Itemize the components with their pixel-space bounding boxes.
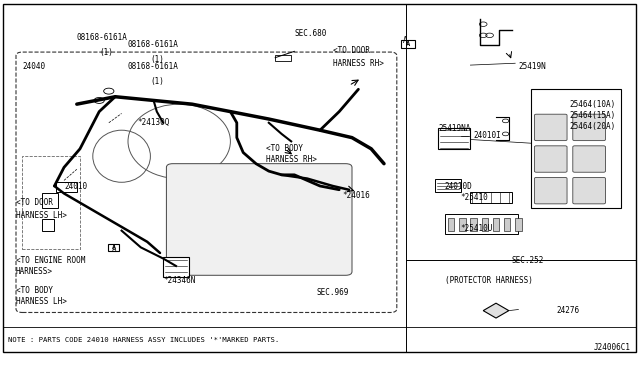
FancyBboxPatch shape (163, 257, 189, 277)
Bar (275, 55, 291, 61)
Text: (1): (1) (150, 55, 164, 64)
Text: 24010: 24010 (64, 182, 87, 190)
FancyBboxPatch shape (438, 128, 470, 149)
Text: A: A (403, 36, 408, 45)
FancyBboxPatch shape (534, 146, 567, 172)
Bar (448, 218, 454, 231)
Text: (PROTECTOR HARNESS): (PROTECTOR HARNESS) (445, 276, 532, 285)
Text: SEC.680: SEC.680 (294, 29, 327, 38)
Text: *24346N: *24346N (163, 276, 196, 285)
Text: (1): (1) (150, 77, 164, 86)
Bar (531, 89, 621, 208)
FancyBboxPatch shape (573, 146, 605, 172)
Text: 08168-6161A: 08168-6161A (77, 33, 127, 42)
Text: 08168-6161A: 08168-6161A (128, 40, 179, 49)
Text: <TO DOOR: <TO DOOR (16, 198, 53, 207)
Circle shape (94, 97, 104, 103)
Text: *25410U: *25410U (461, 224, 493, 233)
Text: 25464(10A): 25464(10A) (570, 100, 616, 109)
Bar (515, 218, 522, 231)
Text: 24010I: 24010I (474, 131, 501, 140)
FancyBboxPatch shape (573, 114, 605, 141)
Text: <TO DOOR: <TO DOOR (333, 46, 370, 55)
Text: <TO ENGINE ROOM: <TO ENGINE ROOM (16, 256, 85, 265)
Bar (401, 40, 415, 48)
Text: SEC.969: SEC.969 (317, 288, 349, 296)
Text: A: A (112, 245, 116, 254)
Bar (435, 179, 461, 192)
Circle shape (104, 88, 114, 94)
Text: 25464(15A): 25464(15A) (570, 111, 616, 120)
Bar (22, 156, 80, 249)
Bar (42, 193, 58, 208)
Bar (445, 214, 518, 234)
Text: 25464(20A): 25464(20A) (570, 122, 616, 131)
FancyBboxPatch shape (534, 114, 567, 141)
Text: 25419NA: 25419NA (438, 124, 471, 133)
Text: <TO BODY: <TO BODY (266, 144, 303, 153)
FancyBboxPatch shape (573, 177, 605, 204)
Text: (1): (1) (99, 48, 113, 57)
Bar (504, 218, 511, 231)
Bar (42, 219, 54, 231)
Text: 24040: 24040 (22, 62, 45, 71)
Bar (481, 218, 488, 231)
Bar (56, 182, 77, 192)
Text: HARNESS RH>: HARNESS RH> (333, 59, 383, 68)
Bar (470, 192, 512, 203)
Text: <TO BODY: <TO BODY (16, 286, 53, 295)
Text: 08168-6161A: 08168-6161A (128, 62, 179, 71)
Text: NOTE : PARTS CODE 24010 HARNESS ASSY INCLUDES '*'MARKED PARTS.: NOTE : PARTS CODE 24010 HARNESS ASSY INC… (8, 337, 279, 343)
Bar (108, 244, 119, 251)
Text: HARNESS LH>: HARNESS LH> (16, 211, 67, 220)
Text: 24276: 24276 (557, 306, 580, 315)
Bar (493, 218, 499, 231)
Bar (470, 218, 477, 231)
Text: SEC.252: SEC.252 (512, 256, 545, 265)
Text: J24006C1: J24006C1 (593, 343, 630, 352)
Text: HARNESS LH>: HARNESS LH> (16, 297, 67, 306)
Text: HARNESS>: HARNESS> (16, 267, 53, 276)
FancyBboxPatch shape (534, 177, 567, 204)
Polygon shape (483, 303, 509, 318)
Text: HARNESS RH>: HARNESS RH> (266, 155, 316, 164)
Text: 24010D: 24010D (445, 182, 472, 190)
Text: A: A (111, 245, 115, 250)
Text: *25410: *25410 (461, 193, 488, 202)
Text: *24130Q: *24130Q (138, 118, 170, 127)
FancyBboxPatch shape (166, 164, 352, 275)
Text: 25419N: 25419N (518, 62, 546, 71)
Text: A: A (406, 41, 410, 47)
Text: *24016: *24016 (342, 191, 370, 200)
Bar (460, 218, 466, 231)
